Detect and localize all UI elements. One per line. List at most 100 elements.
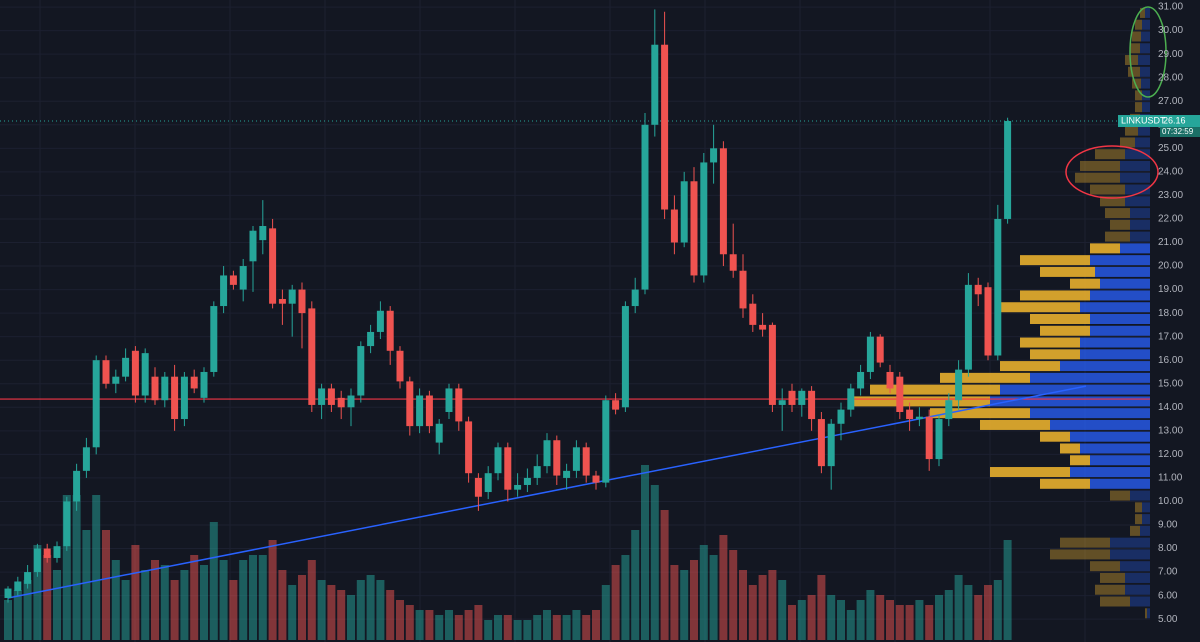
- volume-bar: [533, 615, 542, 640]
- profile-inner: [1145, 7, 1150, 18]
- candle-body: [53, 546, 61, 558]
- profile-outer: [1020, 255, 1090, 266]
- candle-body: [416, 395, 424, 427]
- symbol-box: [1118, 115, 1200, 128]
- candle-body: [445, 388, 453, 412]
- candle-body: [514, 484, 522, 490]
- candle-body: [259, 226, 267, 241]
- volume-bar: [935, 595, 943, 640]
- profile-outer: [1060, 537, 1110, 548]
- profile-outer: [1125, 125, 1138, 136]
- profile-inner: [1030, 408, 1150, 419]
- y-tick-label: 17.00: [1158, 331, 1183, 342]
- candle-body: [778, 400, 786, 405]
- volume-bar: [200, 565, 208, 640]
- candle-body: [847, 388, 855, 410]
- profile-outer: [1075, 172, 1120, 183]
- volume-bar: [160, 565, 169, 640]
- volume-bar: [82, 530, 91, 640]
- candle-body: [112, 376, 120, 384]
- volume-bar: [954, 575, 963, 640]
- y-tick-label: 7.00: [1158, 567, 1178, 578]
- candle-body: [180, 376, 188, 420]
- profile-inner: [1140, 66, 1150, 77]
- candle-body: [269, 228, 277, 304]
- y-tick-label: 18.00: [1158, 308, 1183, 319]
- y-tick-label: 27.00: [1158, 96, 1183, 107]
- volume-bar: [582, 615, 591, 640]
- candle-body: [435, 423, 443, 443]
- profile-outer: [1040, 325, 1090, 336]
- y-tick-label: 31.00: [1158, 2, 1183, 13]
- volume-bar: [905, 605, 914, 640]
- candle-body: [837, 409, 845, 424]
- volume-bar: [503, 615, 512, 640]
- profile-inner: [1125, 184, 1150, 195]
- y-tick-label: 9.00: [1158, 520, 1178, 531]
- volume-bar: [729, 550, 738, 640]
- candle-body: [131, 350, 139, 396]
- volume-bar: [680, 570, 689, 640]
- candle-body: [876, 336, 884, 363]
- volume-bar: [494, 615, 502, 640]
- profile-inner: [1090, 290, 1150, 301]
- volume-bar: [543, 610, 551, 640]
- profile-outer: [1090, 243, 1120, 254]
- candle-body: [690, 181, 698, 276]
- volume-bar: [464, 610, 473, 640]
- candle-body: [680, 181, 688, 243]
- volume-bar: [670, 565, 679, 640]
- candle-body: [376, 310, 384, 332]
- candle-body: [347, 395, 355, 408]
- candle-body: [641, 124, 649, 290]
- profile-outer: [850, 396, 990, 407]
- candle-body: [602, 400, 610, 483]
- volume-bar: [4, 600, 12, 640]
- profile-inner: [1141, 78, 1150, 89]
- profile-outer: [1125, 55, 1138, 66]
- volume-bar: [366, 575, 375, 640]
- volume-bar: [797, 600, 806, 640]
- candle-body: [572, 447, 580, 471]
- volume-bar: [925, 605, 934, 640]
- y-tick-label: 11.00: [1158, 473, 1183, 484]
- volume-bar: [249, 555, 257, 640]
- volume-bar: [454, 615, 463, 640]
- candle-body: [553, 440, 561, 476]
- candle-body: [817, 419, 825, 467]
- volume-bar: [817, 575, 826, 640]
- profile-outer: [1100, 196, 1125, 207]
- y-tick-label: 23.00: [1158, 190, 1183, 201]
- candle-body: [906, 409, 914, 420]
- candle-body: [102, 360, 110, 384]
- volume-bar: [474, 605, 483, 640]
- candle-body: [719, 148, 727, 255]
- volume-bar: [837, 600, 845, 640]
- volume-bar: [92, 495, 101, 640]
- profile-outer: [1095, 149, 1125, 160]
- profile-outer: [1135, 90, 1142, 101]
- profile-inner: [1147, 608, 1150, 619]
- candle-body: [484, 473, 492, 493]
- candle-body: [337, 397, 345, 408]
- candle-body: [582, 447, 590, 476]
- profile-inner: [1080, 443, 1150, 454]
- volume-bar: [768, 570, 777, 640]
- profile-inner: [1125, 149, 1150, 160]
- candle-body: [229, 275, 237, 285]
- candle-body: [857, 371, 865, 389]
- volume-bar: [993, 580, 1002, 640]
- candle-body: [122, 357, 130, 377]
- profile-outer: [1128, 66, 1140, 77]
- candle-body: [465, 421, 473, 474]
- candle-body: [161, 376, 169, 401]
- profile-outer: [1090, 561, 1120, 572]
- profile-outer: [1120, 137, 1135, 148]
- candle-body: [4, 588, 12, 598]
- candle-body: [318, 388, 326, 405]
- candle-body: [935, 419, 943, 460]
- profile-outer: [1095, 584, 1125, 595]
- volume-bar: [180, 570, 189, 640]
- candle-body: [945, 400, 953, 420]
